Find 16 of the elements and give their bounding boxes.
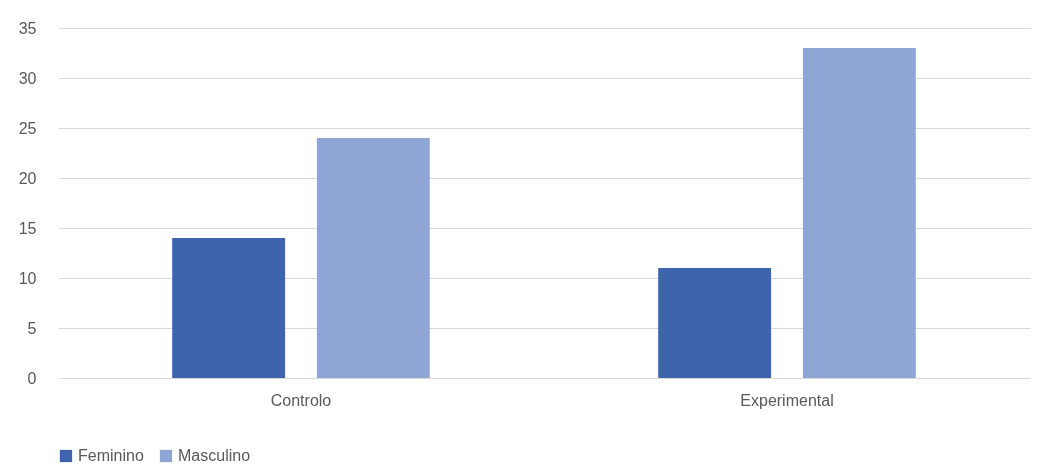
bar [316,138,430,378]
legend-label: Masculino [178,447,251,464]
legend-label: Feminino [78,447,144,464]
y-tick-label: 30 [18,69,37,87]
y-tick-label: 15 [18,219,37,237]
y-tick-label: 5 [27,319,37,337]
bar [658,268,772,378]
y-tick-label: 25 [18,119,37,137]
bar [172,238,286,378]
y-tick-label: 35 [18,19,37,37]
x-tick-label: Experimental [740,391,834,409]
y-tick-label: 10 [18,269,37,287]
y-tick-label: 20 [18,169,37,187]
x-tick-label: Controlo [270,391,332,409]
y-tick-label: 0 [27,369,37,387]
bar [802,48,916,378]
